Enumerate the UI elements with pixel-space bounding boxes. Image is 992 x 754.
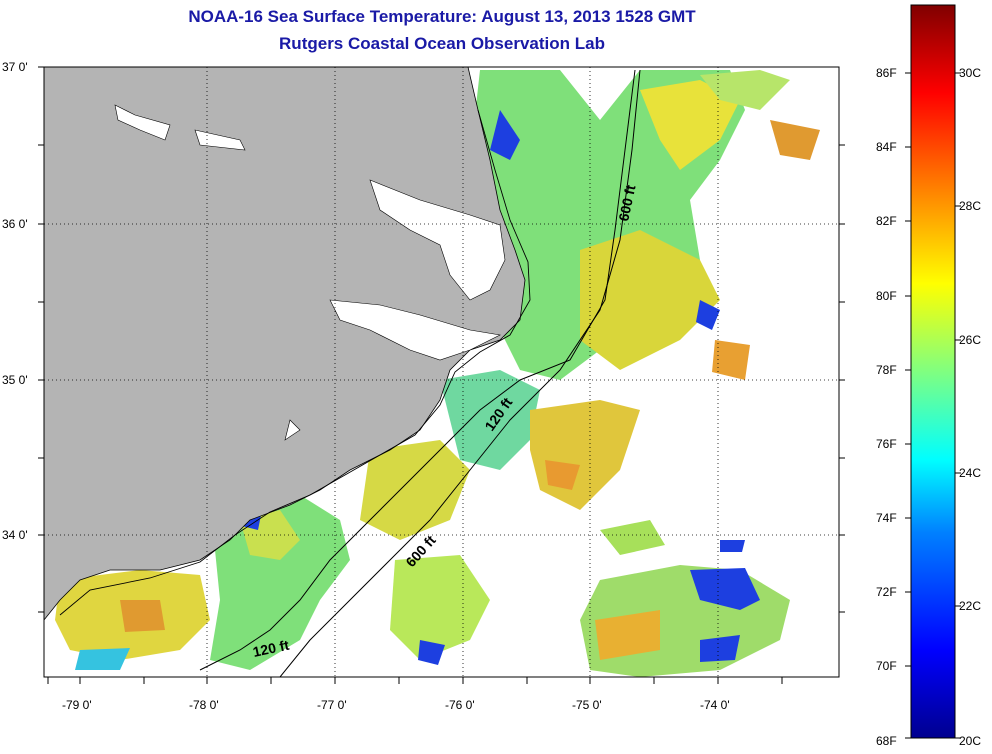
colorbar-ticks	[905, 72, 961, 739]
lon-label-75: -75 0'	[572, 698, 602, 712]
cb-f-80: 80F	[876, 289, 897, 303]
map-frame	[43, 66, 840, 678]
depth-label-120-south: 120 ft	[251, 637, 290, 660]
cb-f-86: 86F	[876, 66, 897, 80]
cb-c-24: 24C	[959, 466, 981, 480]
cb-f-74: 74F	[876, 511, 897, 525]
lon-label-79: -79 0'	[62, 698, 92, 712]
colorbar	[910, 4, 956, 739]
cb-c-26: 26C	[959, 333, 981, 347]
map-title: NOAA-16 Sea Surface Temperature: August …	[188, 7, 696, 26]
lon-label-78: -78 0'	[189, 698, 219, 712]
cb-f-70: 70F	[876, 659, 897, 673]
lat-label-36: 36 0'	[2, 217, 28, 231]
grid-lines	[44, 67, 839, 677]
depth-contours	[199, 69, 641, 677]
sounds-and-rivers	[114, 104, 506, 441]
lat-label-35: 35 0'	[2, 373, 28, 387]
lon-label-77: -77 0'	[317, 698, 347, 712]
cb-c-22: 22C	[959, 599, 981, 613]
lon-ticks	[47, 677, 783, 684]
cb-f-76: 76F	[876, 437, 897, 451]
cb-f-84: 84F	[876, 140, 897, 154]
lon-label-74: -74 0'	[700, 698, 730, 712]
lat-ticks	[38, 66, 845, 613]
cb-f-68: 68F	[876, 734, 897, 748]
cb-c-30: 30C	[959, 66, 981, 80]
cb-f-78: 78F	[876, 363, 897, 377]
lat-label-34: 34 0'	[2, 528, 28, 542]
sst-data-patches	[55, 70, 820, 677]
cb-f-82: 82F	[876, 214, 897, 228]
cb-c-28: 28C	[959, 199, 981, 213]
map-subtitle: Rutgers Coastal Ocean Observation Lab	[279, 34, 605, 53]
lat-label-37: 37 0'	[2, 60, 28, 74]
depth-label-600-north: 600 ft	[615, 183, 638, 222]
lon-label-76: -76 0'	[445, 698, 475, 712]
cb-f-72: 72F	[876, 585, 897, 599]
cb-c-20: 20C	[959, 734, 981, 748]
